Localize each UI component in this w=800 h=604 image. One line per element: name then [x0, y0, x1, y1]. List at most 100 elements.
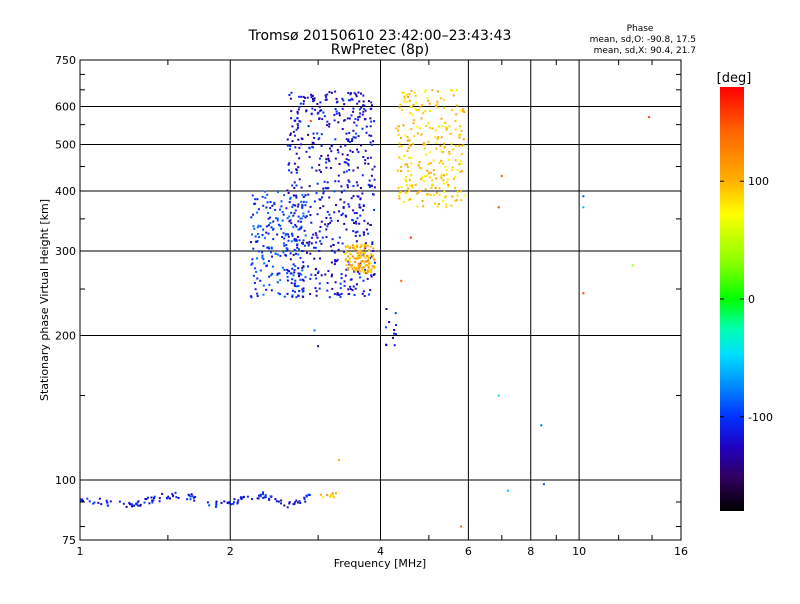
data-point — [432, 169, 435, 172]
y-tick-label: 300 — [55, 245, 76, 258]
data-point — [421, 176, 423, 179]
data-point — [355, 181, 358, 184]
data-point — [356, 255, 359, 258]
data-point — [257, 208, 260, 211]
data-point — [440, 117, 443, 120]
data-point — [422, 142, 425, 145]
data-point — [286, 279, 289, 282]
data-point — [297, 267, 300, 270]
data-point — [230, 503, 233, 506]
data-point — [338, 114, 341, 117]
data-point — [118, 500, 121, 503]
data-point — [347, 92, 350, 94]
data-point — [354, 118, 357, 120]
data-point — [300, 143, 303, 146]
phase-info-x: mean, sd,X: 90.4, 21.7 — [594, 46, 696, 56]
data-point — [348, 252, 351, 255]
data-point — [368, 269, 371, 272]
data-point — [458, 163, 461, 166]
data-point — [236, 501, 239, 504]
data-point — [328, 196, 331, 199]
data-point — [295, 499, 298, 502]
data-point — [272, 220, 275, 223]
data-point — [425, 124, 428, 127]
data-point — [353, 293, 356, 296]
data-point — [302, 215, 305, 217]
data-point — [356, 217, 359, 220]
data-point — [312, 132, 315, 135]
data-point — [350, 197, 353, 200]
data-point — [360, 260, 363, 263]
data-point — [357, 270, 359, 273]
data-point — [350, 264, 353, 267]
data-point — [299, 256, 302, 259]
data-point — [310, 96, 313, 99]
data-point — [314, 246, 317, 249]
data-point — [358, 266, 361, 269]
data-point — [277, 292, 280, 295]
data-point — [335, 112, 338, 115]
data-point — [440, 177, 443, 180]
data-point — [329, 217, 332, 220]
data-point — [352, 136, 355, 139]
data-point — [340, 277, 343, 280]
data-point — [339, 287, 342, 290]
data-point — [300, 273, 303, 276]
data-point — [451, 169, 453, 172]
data-point — [341, 97, 344, 100]
data-point — [447, 185, 450, 188]
x-tick-label: 2 — [227, 545, 234, 558]
data-point — [582, 195, 585, 198]
data-point — [346, 246, 349, 248]
data-point — [293, 269, 296, 271]
data-point — [153, 497, 155, 499]
data-point — [462, 144, 465, 147]
data-point — [352, 230, 355, 233]
data-point — [408, 189, 411, 192]
data-point — [459, 125, 462, 128]
data-point — [412, 103, 415, 106]
data-point — [257, 224, 260, 227]
data-point — [291, 278, 294, 281]
data-point — [299, 217, 302, 220]
data-point — [367, 257, 370, 260]
data-point — [363, 271, 366, 274]
data-point — [352, 110, 354, 113]
data-point — [403, 155, 406, 157]
data-point — [372, 254, 374, 257]
data-point — [263, 262, 266, 265]
data-point — [326, 181, 329, 184]
data-point — [361, 113, 364, 116]
data-point — [433, 194, 436, 197]
data-point — [330, 493, 333, 496]
data-point — [331, 249, 334, 252]
data-point — [281, 219, 284, 222]
data-point — [454, 187, 457, 190]
chart-title: Tromsø 20150610 23:42:00–23:43:43 — [248, 28, 512, 44]
x-tick-label: 4 — [377, 545, 384, 558]
data-point — [294, 204, 297, 207]
data-point — [292, 214, 295, 217]
data-point — [309, 293, 312, 296]
data-point — [232, 502, 235, 505]
data-point — [369, 141, 372, 144]
data-point — [269, 222, 272, 224]
data-point — [410, 174, 412, 177]
data-point — [349, 285, 352, 288]
data-point — [408, 99, 411, 102]
data-point — [237, 499, 240, 502]
data-point — [370, 185, 373, 188]
data-point — [423, 147, 426, 150]
data-point — [285, 247, 288, 250]
data-point — [414, 107, 417, 110]
data-point — [276, 191, 279, 194]
data-point — [336, 219, 339, 222]
data-point — [298, 178, 301, 181]
data-point — [442, 179, 445, 182]
data-point — [267, 212, 270, 214]
data-point — [278, 272, 281, 275]
data-point — [288, 201, 291, 204]
data-point — [292, 253, 295, 256]
data-point — [294, 290, 296, 293]
colorbar-tick-label: -100 — [748, 411, 773, 424]
